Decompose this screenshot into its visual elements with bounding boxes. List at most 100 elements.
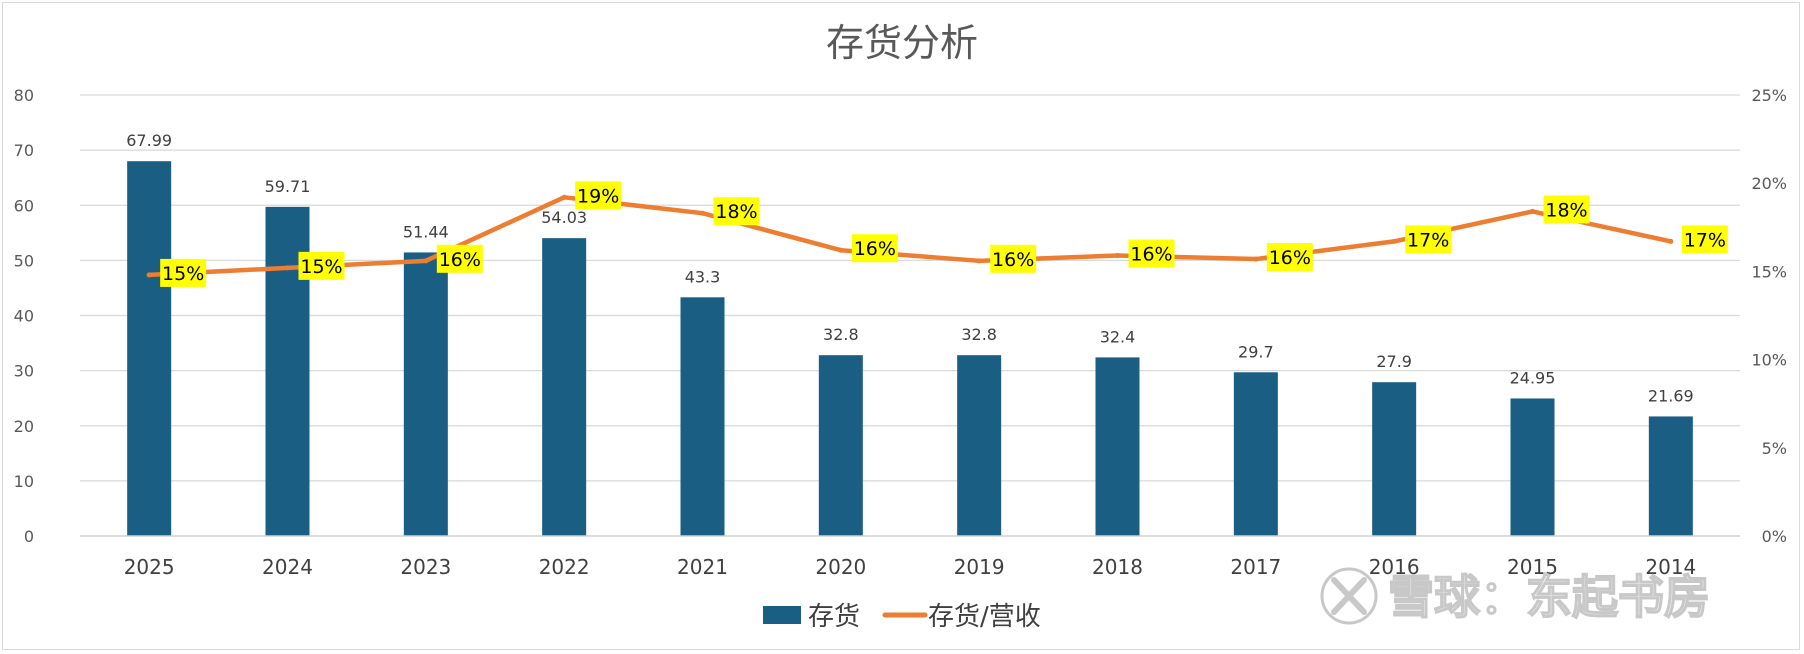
line-point bbox=[1530, 208, 1535, 214]
x-tick-label: 2018 bbox=[1092, 555, 1143, 579]
line-label-bg bbox=[160, 258, 207, 287]
line-data-label: 17% bbox=[1684, 229, 1726, 251]
bar-series bbox=[127, 161, 1693, 537]
bar-data-label: 27.9 bbox=[1376, 352, 1412, 371]
line-label-bg bbox=[436, 244, 483, 273]
line-data-label: 15% bbox=[162, 263, 204, 285]
line-label-bg bbox=[713, 197, 760, 226]
bar bbox=[680, 297, 725, 536]
legend: 存货 存货/营收 bbox=[763, 602, 1041, 632]
x-tick-label: 2014 bbox=[1645, 555, 1696, 579]
line-point bbox=[1391, 238, 1397, 244]
line-data-label: 19% bbox=[577, 185, 619, 207]
line-point bbox=[1253, 256, 1259, 262]
bar-data-label: 29.7 bbox=[1238, 342, 1274, 361]
line-point bbox=[146, 272, 152, 278]
bar-data-label: 32.4 bbox=[1100, 327, 1136, 346]
line-data-labels: 15% 15% 16% 19% 18% 16% 16% 16% 16% 17% 18% 17% bbox=[160, 181, 1728, 287]
line-label-bg bbox=[990, 244, 1037, 273]
left-tick-label: 10 bbox=[14, 472, 34, 491]
bar-data-label: 51.44 bbox=[403, 222, 449, 241]
right-tick-label: 10% bbox=[1751, 351, 1787, 370]
line-point bbox=[561, 194, 567, 200]
legend-label-inventory-ratio: 存货/营收 bbox=[928, 602, 1041, 632]
line-data-label: 15% bbox=[300, 256, 342, 278]
line-point bbox=[285, 265, 290, 271]
bar bbox=[1233, 372, 1278, 536]
line-data-label: 16% bbox=[1269, 247, 1311, 269]
bar bbox=[403, 252, 448, 536]
left-tick-label: 50 bbox=[14, 251, 34, 270]
x-tick-label: 2022 bbox=[539, 555, 590, 579]
x-axis-labels: 2025 2024 2023 2022 2021 2020 2019 2018 2017 2016… bbox=[124, 555, 1697, 579]
x-tick-label: 2025 bbox=[124, 555, 175, 579]
bar bbox=[1095, 357, 1140, 536]
right-tick-label: 0% bbox=[1762, 527, 1787, 546]
left-tick-label: 30 bbox=[14, 362, 34, 381]
bar-data-labels: 67.99 59.71 51.44 54.03 43.3 32.8 32.8 32.4 29.7… bbox=[126, 131, 1693, 405]
right-tick-label: 25% bbox=[1751, 86, 1787, 105]
line-label-bg bbox=[1681, 225, 1728, 254]
bar-data-label: 32.8 bbox=[961, 325, 997, 344]
right-tick-label: 20% bbox=[1751, 174, 1787, 193]
bar-data-label: 54.03 bbox=[541, 208, 587, 227]
line-data-label: 16% bbox=[439, 249, 481, 271]
line-label-bg bbox=[1266, 243, 1313, 272]
bar bbox=[127, 161, 172, 536]
x-tick-label: 2016 bbox=[1369, 555, 1420, 579]
bar-data-label: 32.8 bbox=[823, 325, 859, 344]
line-point bbox=[1668, 238, 1674, 244]
line-data-label: 16% bbox=[992, 249, 1034, 271]
left-tick-label: 0 bbox=[24, 527, 34, 546]
left-tick-label: 40 bbox=[14, 307, 34, 326]
watermark: 雪球：东起书房 bbox=[1320, 567, 1711, 625]
left-tick-label: 80 bbox=[14, 86, 34, 105]
line-point bbox=[976, 258, 982, 264]
bar-data-label: 59.71 bbox=[265, 177, 311, 196]
line-label-bg bbox=[1405, 225, 1452, 254]
line-data-label: 16% bbox=[854, 238, 896, 260]
x-tick-label: 2020 bbox=[815, 555, 866, 579]
bar bbox=[542, 238, 587, 537]
bar-data-label: 24.95 bbox=[1510, 368, 1556, 387]
bar bbox=[1648, 416, 1693, 536]
line-label-bg bbox=[298, 251, 345, 280]
line-point bbox=[423, 258, 429, 264]
left-tick-label: 20 bbox=[14, 417, 34, 436]
line-label-bg bbox=[575, 181, 622, 210]
bar-data-label: 21.69 bbox=[1648, 386, 1694, 405]
left-tick-label: 60 bbox=[14, 196, 34, 215]
line-data-label: 18% bbox=[715, 201, 757, 223]
line-data-label: 18% bbox=[1545, 199, 1587, 221]
x-tick-label: 2023 bbox=[400, 555, 451, 579]
line-data-label: 16% bbox=[1130, 244, 1172, 266]
line-label-bg bbox=[1128, 239, 1175, 268]
xueqiu-logo-icon bbox=[1320, 567, 1378, 625]
bar bbox=[1510, 398, 1555, 536]
line-point bbox=[838, 247, 844, 253]
bar bbox=[1372, 382, 1417, 536]
x-tick-label: 2019 bbox=[954, 555, 1005, 579]
left-axis: 0 10 20 30 40 50 60 70 80 bbox=[14, 86, 34, 546]
gridlines bbox=[80, 94, 1740, 482]
x-tick-label: 2021 bbox=[677, 555, 728, 579]
line-point bbox=[1115, 253, 1120, 259]
x-tick-label: 2015 bbox=[1507, 555, 1558, 579]
bar-data-label: 67.99 bbox=[126, 131, 172, 150]
bar bbox=[818, 355, 863, 536]
right-tick-label: 5% bbox=[1762, 439, 1787, 458]
bar bbox=[957, 355, 1002, 536]
legend-label-inventory: 存货 bbox=[808, 602, 860, 632]
watermark-text: 雪球：东起书房 bbox=[1388, 570, 1710, 624]
line-data-label: 17% bbox=[1407, 229, 1449, 251]
x-tick-label: 2017 bbox=[1230, 555, 1281, 579]
bar-data-label: 43.3 bbox=[685, 267, 721, 286]
right-tick-label: 15% bbox=[1751, 262, 1787, 281]
chart-title: 存货分析 bbox=[826, 21, 978, 65]
x-tick-label: 2024 bbox=[262, 555, 313, 579]
line-label-bg bbox=[851, 234, 898, 263]
legend-swatch-inventory bbox=[763, 606, 801, 624]
line-point bbox=[700, 210, 705, 216]
